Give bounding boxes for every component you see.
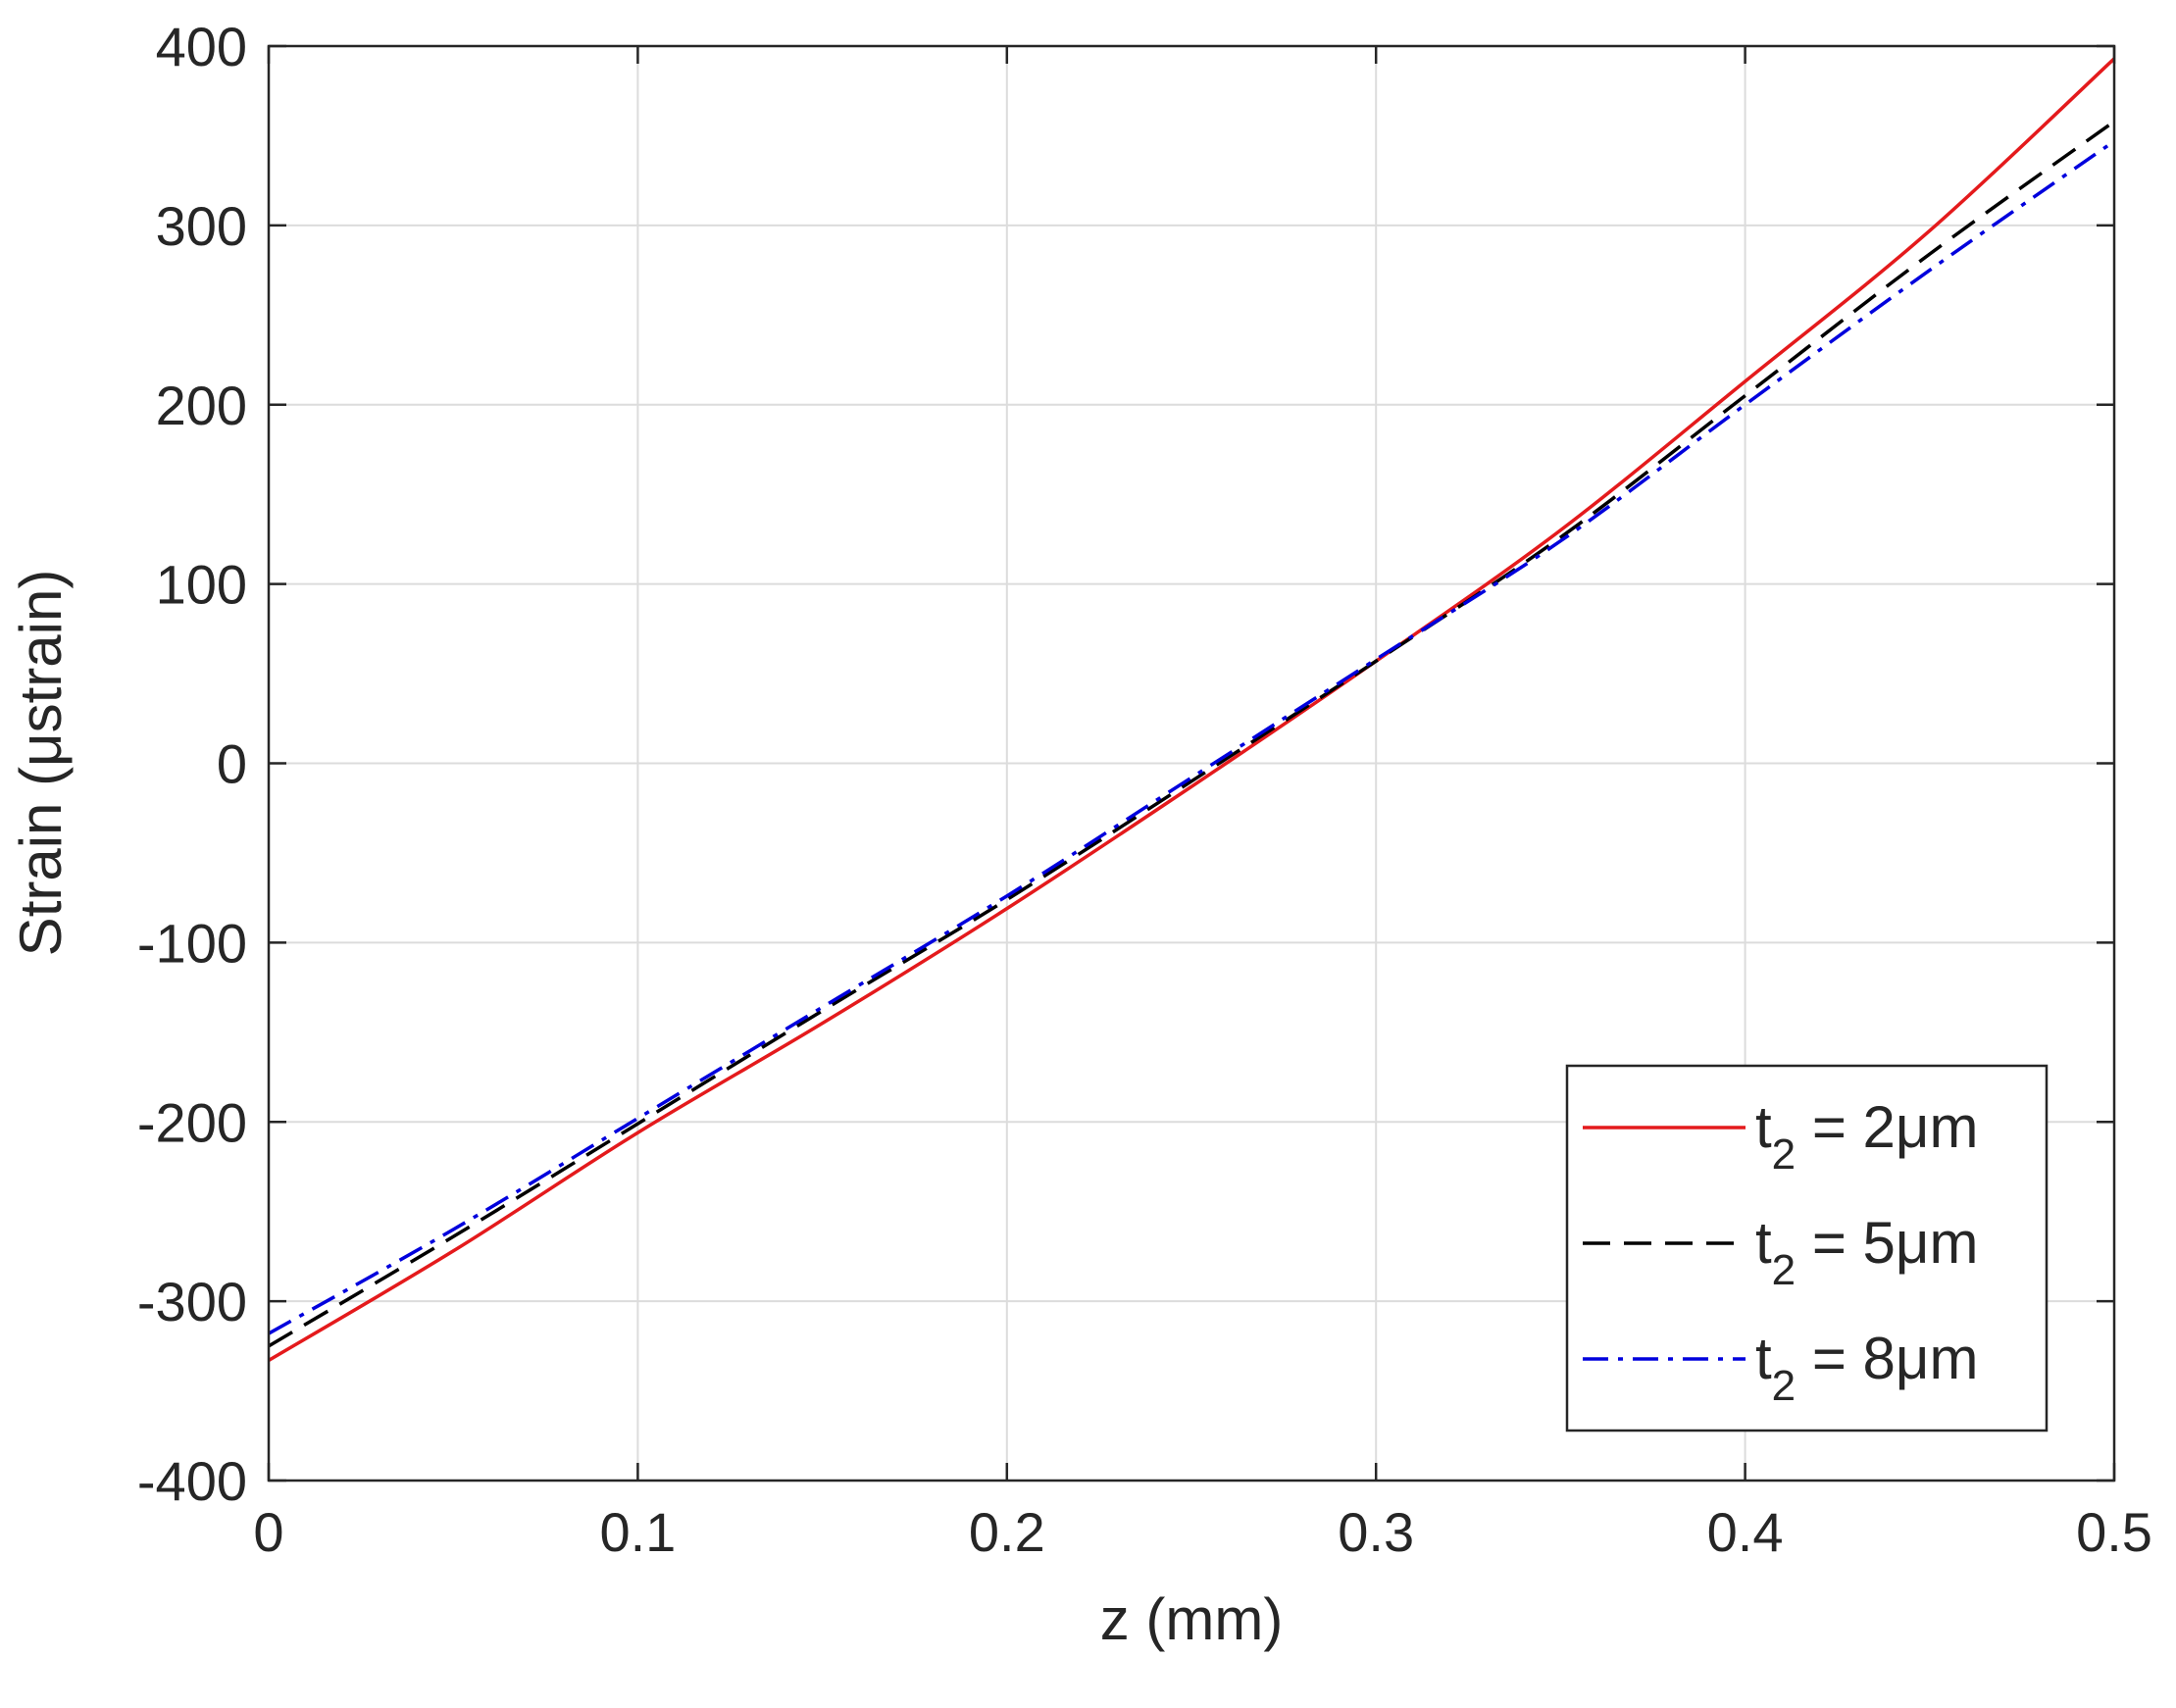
legend-label-3: t2 = 8μm xyxy=(1755,1326,1978,1410)
legend-label-rest: = 5μm xyxy=(1796,1210,1978,1276)
x-tick-label: 0.5 xyxy=(2076,1501,2152,1563)
y-axis-label: Strain (μstrain) xyxy=(8,570,74,957)
x-tick-label: 0.2 xyxy=(969,1501,1045,1563)
series-line-3 xyxy=(268,139,2116,1335)
legend-label-main: t xyxy=(1755,1094,1772,1160)
y-tick-label: -400 xyxy=(137,1450,247,1512)
x-tick-label: 0.4 xyxy=(1707,1501,1784,1563)
y-tick-label: 300 xyxy=(156,195,247,257)
series-layer xyxy=(268,57,2116,1362)
y-tick-label: 400 xyxy=(156,16,247,77)
legend-label-main: t xyxy=(1755,1326,1772,1391)
tick-marks xyxy=(267,44,2116,1482)
y-tick-label: -300 xyxy=(137,1271,247,1332)
y-tick-label: 0 xyxy=(217,733,247,795)
x-tick-label: 0.3 xyxy=(1338,1501,1414,1563)
legend-label-2: t2 = 5μm xyxy=(1755,1210,1978,1294)
legend-label-subscript: 2 xyxy=(1772,1246,1796,1294)
y-tick-label: 200 xyxy=(156,375,247,436)
legend-label-rest: = 8μm xyxy=(1796,1326,1978,1391)
legend-label-subscript: 2 xyxy=(1772,1130,1796,1179)
series-line-1 xyxy=(268,57,2116,1362)
legend-label-subscript: 2 xyxy=(1772,1362,1796,1410)
y-tick-label: 100 xyxy=(156,554,247,616)
y-tick-label: -200 xyxy=(137,1091,247,1153)
legend-label-rest: = 2μm xyxy=(1796,1094,1978,1160)
series-line-2 xyxy=(268,120,2116,1348)
x-axis-label: z (mm) xyxy=(1100,1586,1284,1652)
legend-label-main: t xyxy=(1755,1210,1772,1276)
x-tick-label: 0 xyxy=(253,1501,283,1563)
legend-label-1: t2 = 2μm xyxy=(1755,1094,1978,1179)
y-tick-label: -100 xyxy=(137,912,247,974)
x-tick-label: 0.1 xyxy=(599,1501,676,1563)
tick-labels: 0 0.1 0.2 0.3 0.4 0.5 -400 -300 -200 -100 0 100 200 3… xyxy=(137,16,2152,1563)
